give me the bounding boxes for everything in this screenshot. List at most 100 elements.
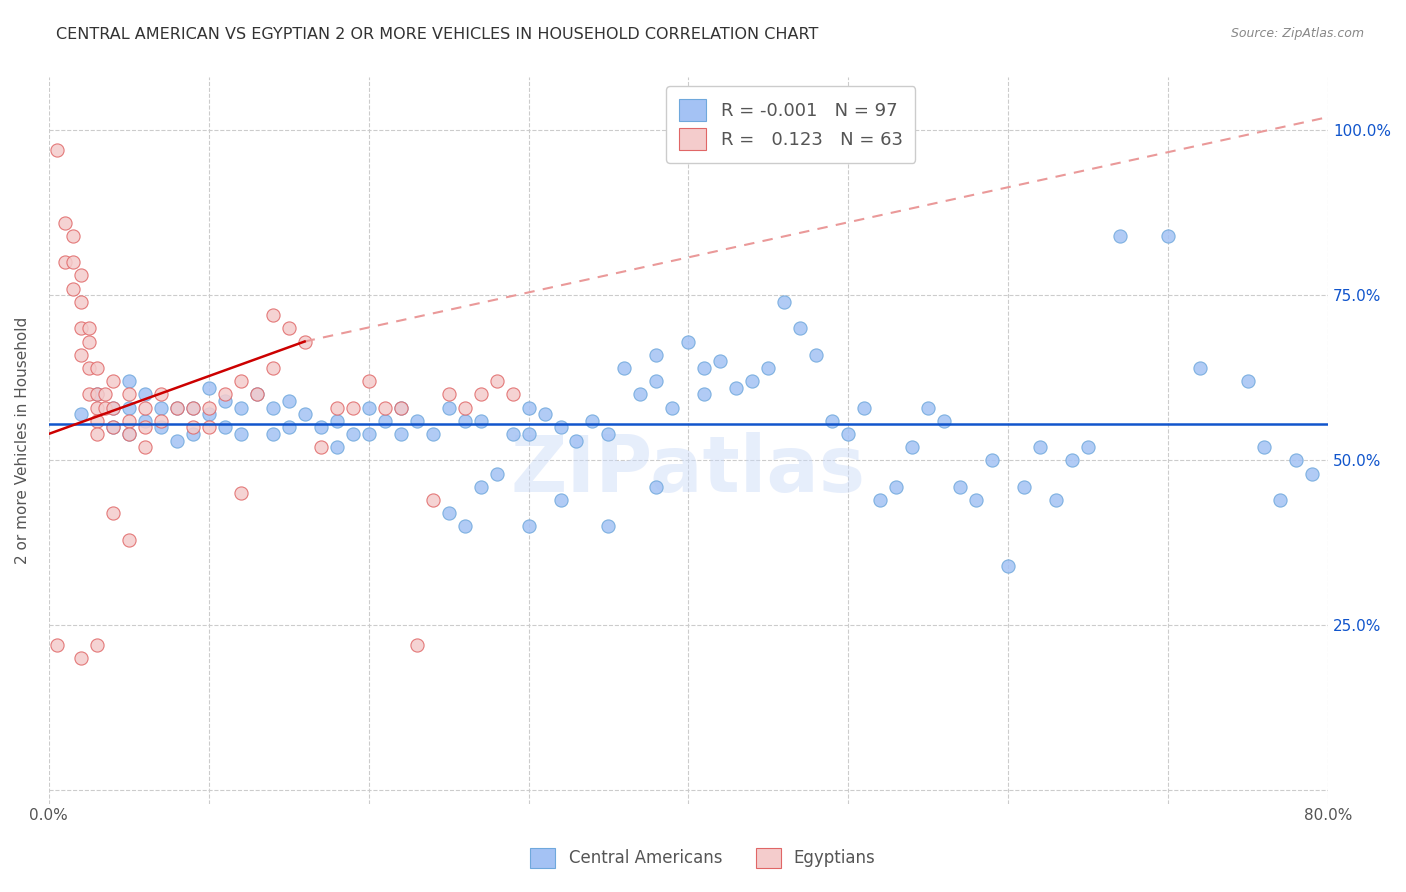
- Point: [357, 426, 380, 441]
- Point: [118, 426, 141, 441]
- Point: [229, 426, 252, 441]
- Point: [197, 401, 219, 415]
- Point: [806, 348, 828, 362]
- Point: [101, 401, 124, 415]
- Point: [197, 420, 219, 434]
- Point: [1285, 453, 1308, 467]
- Point: [262, 308, 284, 322]
- Point: [422, 426, 444, 441]
- Point: [325, 440, 347, 454]
- Point: [517, 426, 540, 441]
- Text: ZIPatlas: ZIPatlas: [510, 432, 866, 508]
- Point: [1253, 440, 1275, 454]
- Point: [485, 374, 508, 388]
- Point: [77, 387, 100, 401]
- Point: [214, 420, 236, 434]
- Point: [789, 321, 811, 335]
- Point: [374, 414, 396, 428]
- Point: [949, 480, 972, 494]
- Legend: Central Americans, Egyptians: Central Americans, Egyptians: [523, 841, 883, 875]
- Point: [645, 480, 668, 494]
- Point: [1109, 228, 1132, 243]
- Point: [262, 426, 284, 441]
- Text: Source: ZipAtlas.com: Source: ZipAtlas.com: [1230, 27, 1364, 40]
- Point: [246, 387, 269, 401]
- Point: [166, 434, 188, 448]
- Point: [741, 374, 763, 388]
- Point: [181, 420, 204, 434]
- Point: [166, 401, 188, 415]
- Point: [69, 321, 91, 335]
- Point: [453, 519, 475, 533]
- Point: [758, 360, 780, 375]
- Point: [86, 638, 108, 652]
- Point: [134, 440, 156, 454]
- Point: [405, 414, 427, 428]
- Point: [229, 374, 252, 388]
- Point: [661, 401, 683, 415]
- Point: [342, 426, 364, 441]
- Point: [965, 492, 987, 507]
- Point: [86, 360, 108, 375]
- Point: [437, 506, 460, 520]
- Point: [101, 420, 124, 434]
- Point: [773, 294, 796, 309]
- Point: [294, 407, 316, 421]
- Point: [342, 401, 364, 415]
- Point: [917, 401, 939, 415]
- Point: [565, 434, 588, 448]
- Point: [262, 401, 284, 415]
- Point: [214, 393, 236, 408]
- Point: [181, 401, 204, 415]
- Point: [422, 492, 444, 507]
- Point: [86, 387, 108, 401]
- Point: [470, 480, 492, 494]
- Point: [149, 387, 172, 401]
- Point: [886, 480, 908, 494]
- Point: [197, 381, 219, 395]
- Point: [1077, 440, 1099, 454]
- Point: [309, 420, 332, 434]
- Point: [149, 401, 172, 415]
- Point: [229, 401, 252, 415]
- Point: [389, 401, 412, 415]
- Point: [262, 360, 284, 375]
- Point: [613, 360, 636, 375]
- Point: [86, 387, 108, 401]
- Point: [294, 334, 316, 349]
- Point: [517, 401, 540, 415]
- Point: [69, 651, 91, 665]
- Point: [277, 393, 299, 408]
- Point: [101, 374, 124, 388]
- Point: [101, 401, 124, 415]
- Point: [1014, 480, 1036, 494]
- Point: [1045, 492, 1067, 507]
- Point: [598, 519, 620, 533]
- Point: [437, 387, 460, 401]
- Point: [325, 414, 347, 428]
- Point: [1189, 360, 1212, 375]
- Point: [645, 348, 668, 362]
- Point: [62, 228, 84, 243]
- Point: [62, 255, 84, 269]
- Point: [550, 420, 572, 434]
- Point: [118, 426, 141, 441]
- Point: [93, 401, 115, 415]
- Point: [45, 638, 67, 652]
- Point: [581, 414, 603, 428]
- Point: [69, 294, 91, 309]
- Point: [453, 414, 475, 428]
- Point: [357, 374, 380, 388]
- Point: [470, 414, 492, 428]
- Point: [69, 268, 91, 283]
- Point: [134, 414, 156, 428]
- Point: [45, 143, 67, 157]
- Point: [101, 506, 124, 520]
- Point: [853, 401, 876, 415]
- Point: [678, 334, 700, 349]
- Point: [149, 414, 172, 428]
- Point: [645, 374, 668, 388]
- Point: [693, 387, 716, 401]
- Point: [934, 414, 956, 428]
- Point: [277, 420, 299, 434]
